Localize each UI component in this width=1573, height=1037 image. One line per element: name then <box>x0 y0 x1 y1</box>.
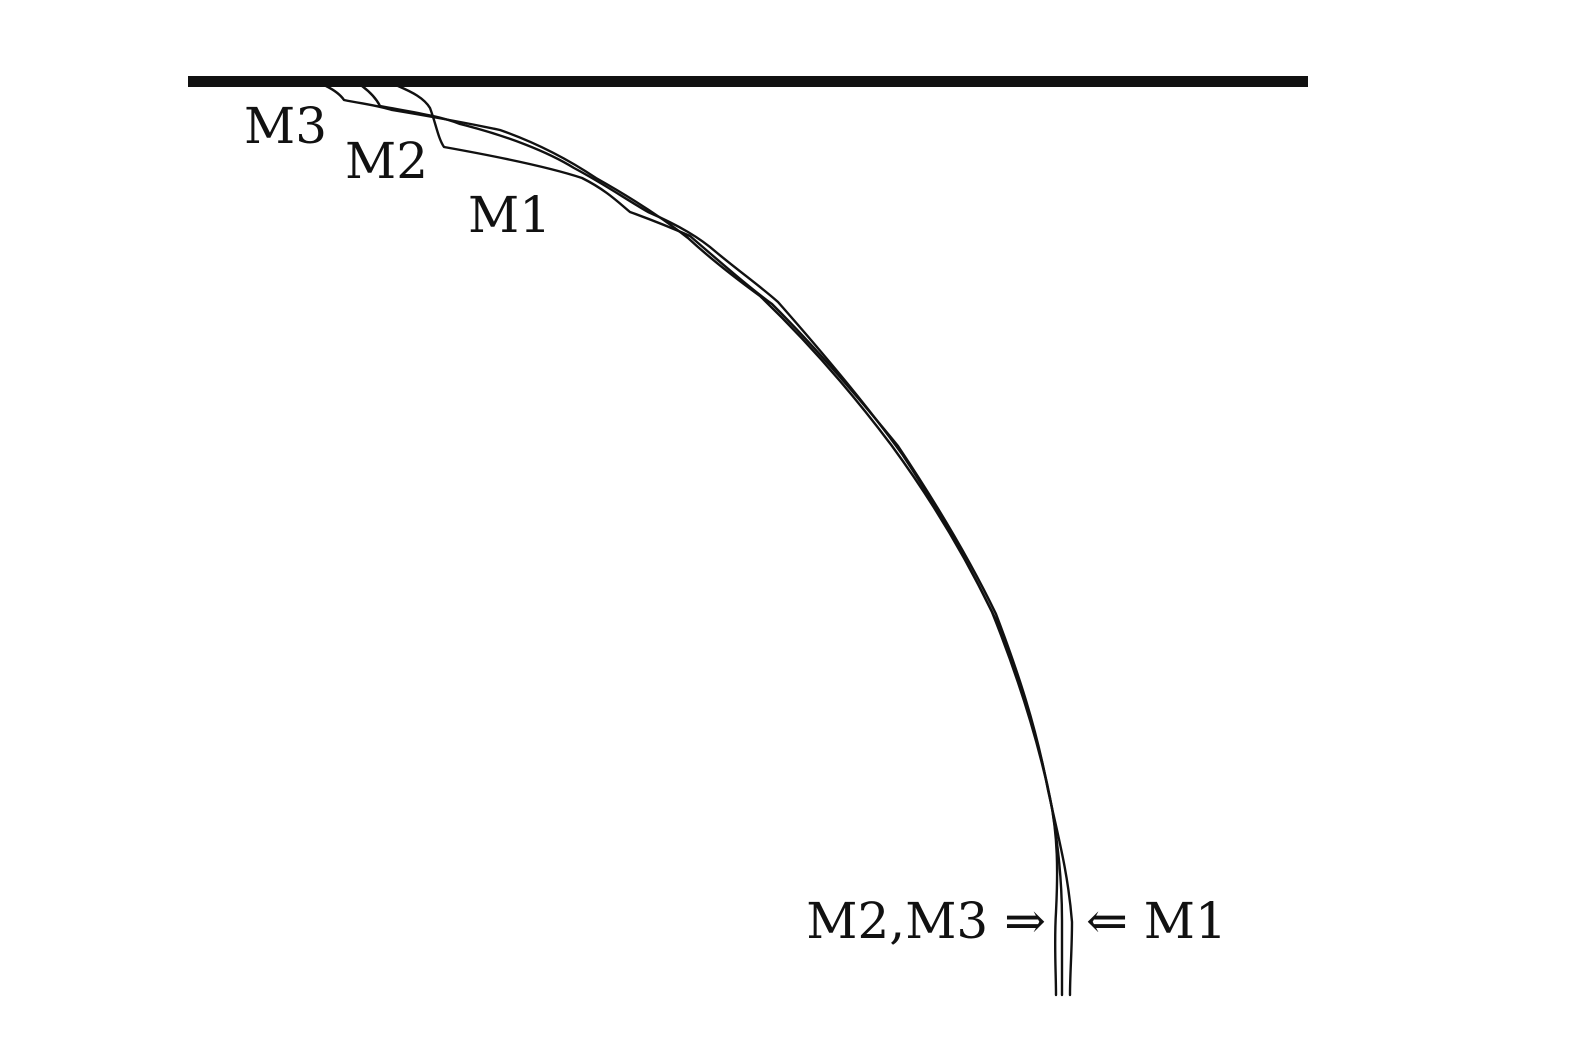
label-m1-top: M1 <box>468 186 551 244</box>
label-m3-top: M3 <box>244 97 327 155</box>
curve-labels: M3 M2 M1 M2,M3 ⇒ ⇐ M1 <box>244 97 1227 950</box>
label-m1-bottom: ⇐ M1 <box>1086 892 1227 950</box>
label-m2-top: M2 <box>345 132 428 190</box>
top-wall <box>188 76 1308 87</box>
label-m2m3-bottom: M2,M3 ⇒ <box>806 892 1046 950</box>
interface-curves <box>324 84 1074 997</box>
curve-m3 <box>324 84 1059 997</box>
